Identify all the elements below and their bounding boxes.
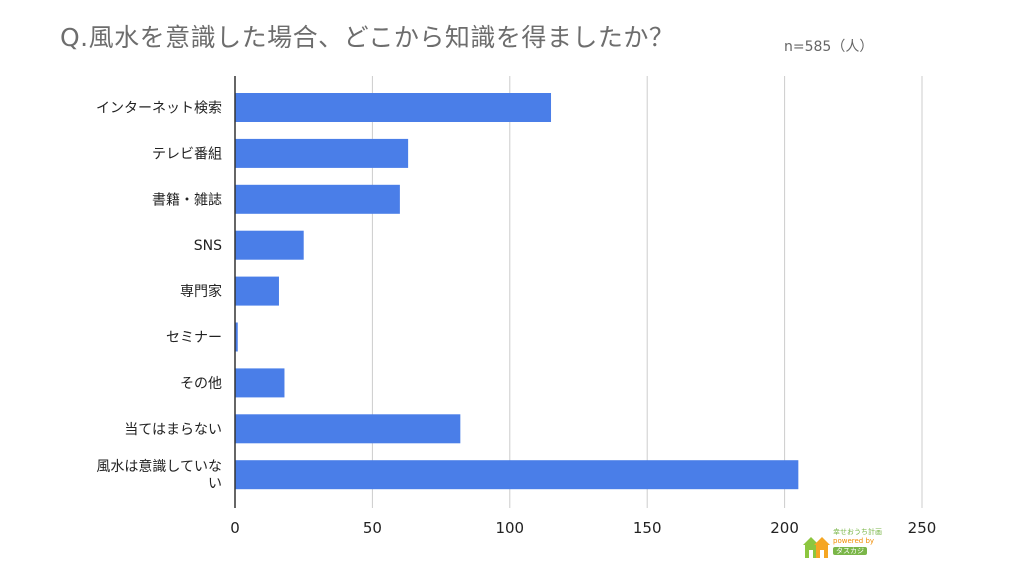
house-icon [803,537,830,558]
x-tick-labels: 0 50 100 150 200 250 [230,519,936,537]
bar [235,322,238,352]
bar [235,184,400,214]
brand-logo: 幸せおうち計画 powered by タスカジ [800,528,900,568]
bar [235,276,279,306]
category-label: その他 [180,376,222,392]
logo-text-sub: powered by [833,537,875,545]
x-tick-label: 50 [363,519,382,537]
bar [235,230,304,260]
logo-text-main: 幸せおうち計画 [833,528,882,536]
x-tick-label: 0 [230,519,240,537]
bar [235,93,552,122]
x-tick-label: 100 [495,519,524,537]
category-label: 風水は意識していな [96,458,222,475]
bars [235,93,799,490]
bar [235,368,285,398]
bar [235,460,799,490]
category-label: 専門家 [180,283,222,300]
bar [235,138,409,168]
category-label: 当てはまらない [124,422,222,438]
sample-size-label: n=585（人） [784,39,874,55]
category-label: セミナー [166,330,222,346]
x-tick-label: 200 [770,519,799,537]
category-label: テレビ番組 [152,146,222,162]
category-label: い [208,476,222,492]
bar [235,414,461,444]
category-label: 書籍・雑誌 [152,191,222,208]
chart-title: Q.風水を意識した場合、どこから知識を得ましたか？ [60,23,675,52]
x-tick-label: 150 [633,519,662,537]
category-label: インターネット検索 [96,100,222,117]
x-tick-label: 250 [908,519,937,537]
category-label: SNS [194,238,222,254]
logo-text-brand: タスカジ [833,547,867,555]
